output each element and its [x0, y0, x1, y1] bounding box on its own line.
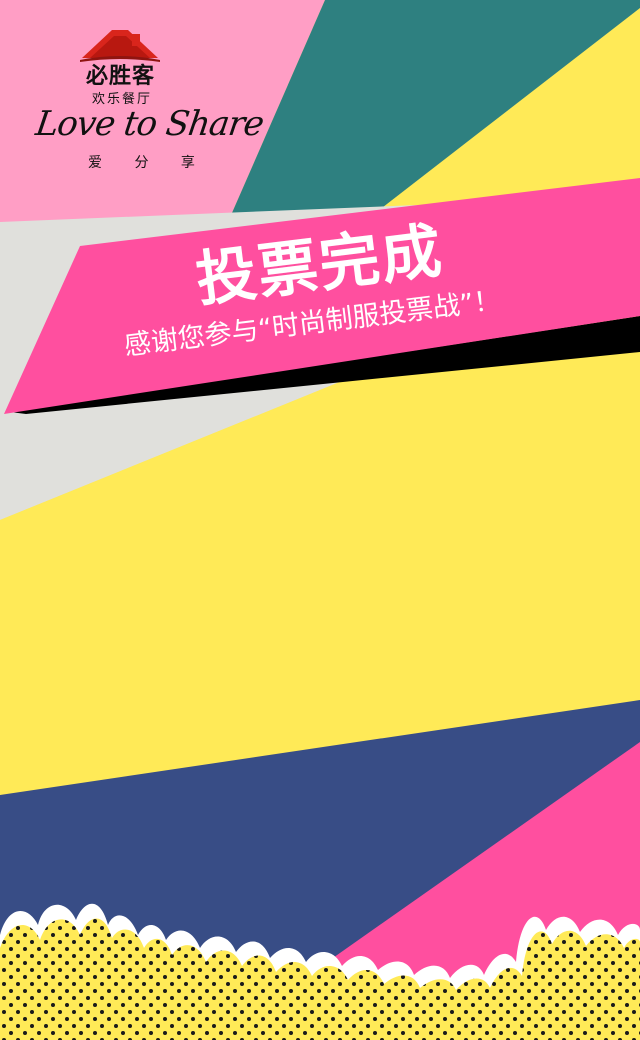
roof-logo-icon: [80, 30, 160, 62]
yellow-wedge: [0, 260, 640, 720]
teal-panel: [228, 0, 640, 222]
pink-banner: [4, 178, 640, 414]
pink-corner-panel: [0, 0, 325, 222]
crowd-dot-pattern: [0, 918, 640, 1040]
brand-name: 必胜客: [86, 63, 156, 89]
brand-subtitle: 欢乐餐厅: [92, 92, 153, 107]
brand-tagline: 爱 分 享: [88, 155, 209, 171]
banner-shadow: [10, 316, 640, 414]
brand-script-logo: Love to Share: [33, 104, 266, 144]
